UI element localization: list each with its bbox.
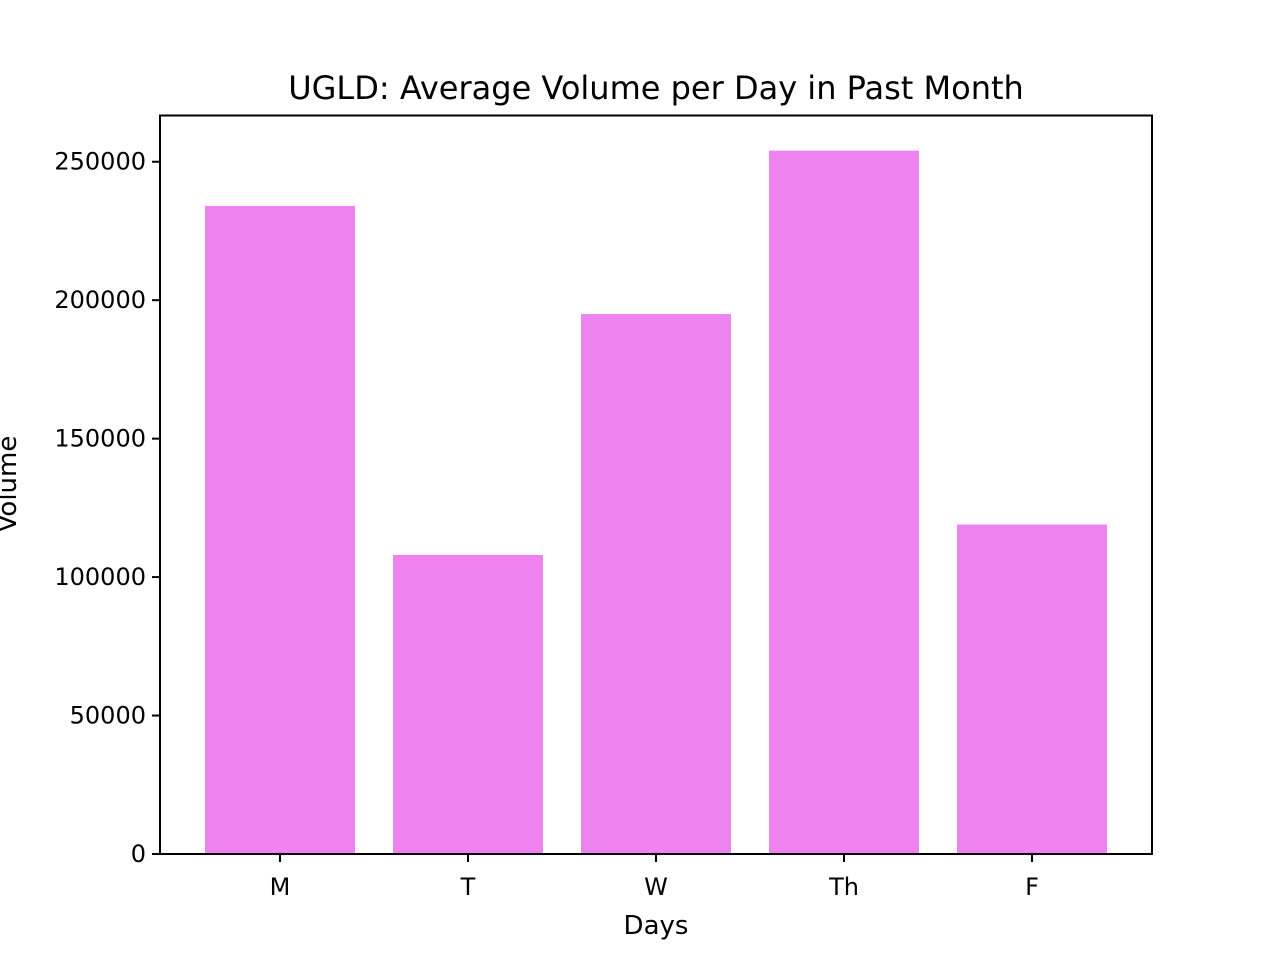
- chart-title: UGLD: Average Volume per Day in Past Mon…: [288, 69, 1024, 107]
- y-axis-ticks: 0 50000 100000 150000 200000 250000: [54, 148, 160, 868]
- bars-group: [205, 150, 1107, 854]
- y-axis-label: Volume: [0, 436, 23, 533]
- x-tick-label: T: [460, 873, 476, 901]
- bar-m: [205, 206, 355, 854]
- y-tick-label: 50000: [70, 702, 146, 730]
- plot-frame: [159, 114, 1153, 855]
- x-tick-label: M: [270, 873, 291, 901]
- y-tick-label: 150000: [54, 425, 146, 453]
- bar-f: [957, 524, 1107, 854]
- x-tick-label: F: [1025, 873, 1039, 901]
- bar-t: [393, 554, 543, 854]
- y-tick-label: 100000: [54, 563, 146, 591]
- y-tick-label: 0: [131, 840, 146, 868]
- y-tick-label: 250000: [54, 148, 146, 176]
- x-axis-label: Days: [624, 911, 689, 941]
- y-tick-label: 200000: [54, 286, 146, 314]
- x-axis-ticks: M T W Th F: [270, 854, 1039, 901]
- bar-th: [769, 150, 919, 854]
- x-tick-label: W: [644, 873, 668, 901]
- bar-w: [581, 314, 731, 854]
- x-tick-label: Th: [828, 873, 859, 901]
